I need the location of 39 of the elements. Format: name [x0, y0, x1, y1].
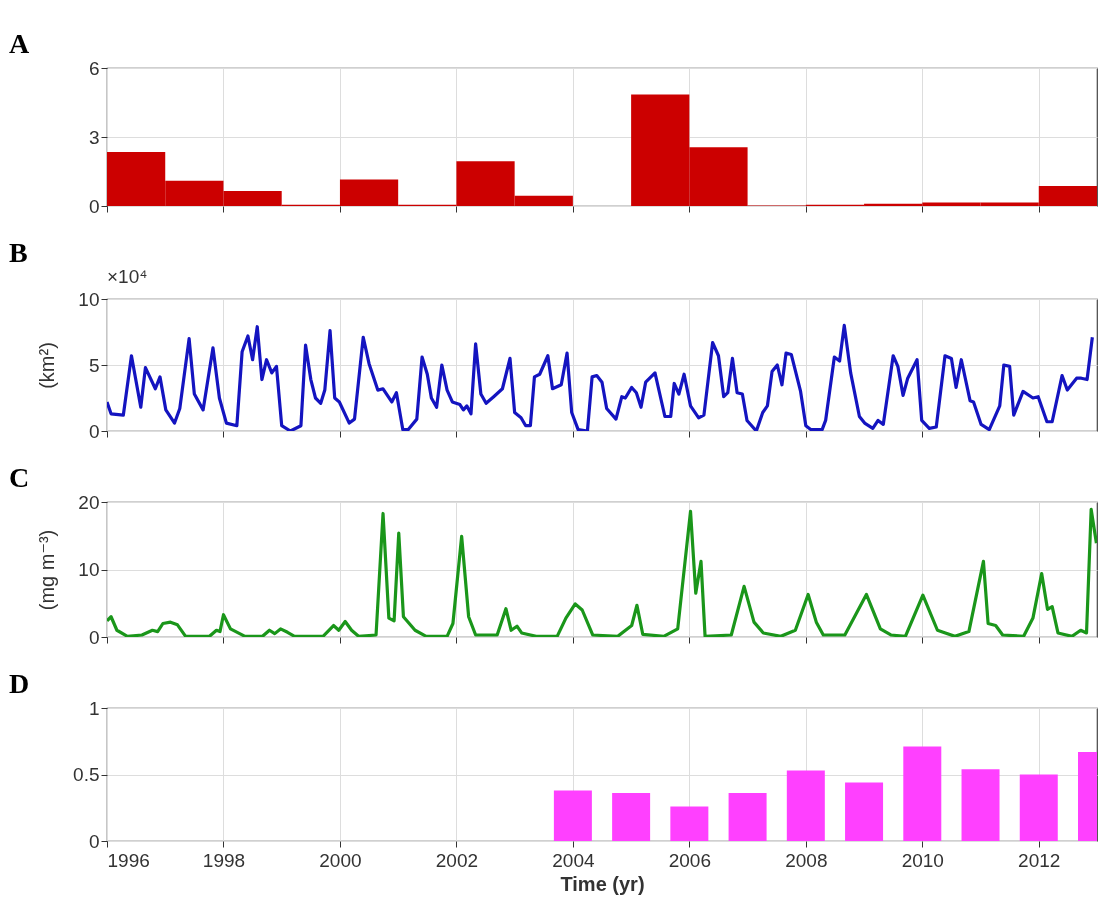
bar: [961, 769, 1000, 841]
y-tick-label: 0: [88, 626, 100, 648]
x-tick-label: 2012: [1018, 849, 1061, 871]
x-tick-label: 1996: [107, 849, 150, 871]
chart-title: A: [9, 28, 30, 59]
y-tick-label: 0: [88, 830, 100, 852]
y-tick-label: 0: [88, 195, 100, 217]
y-axis-title: (km²): [35, 342, 58, 389]
y-tick-label: 0: [88, 420, 100, 442]
bar: [612, 793, 651, 841]
y-tick-label: 10: [78, 559, 100, 580]
x-tick-label: 2000: [319, 849, 362, 871]
x-tick-label: 1998: [202, 849, 246, 871]
chart-title: D: [9, 668, 30, 699]
y-tick-label: 6: [88, 57, 100, 79]
x-axis-title: Time (yr): [560, 872, 645, 895]
chart-title: B: [9, 237, 28, 268]
bar: [903, 746, 942, 841]
bar: [845, 782, 884, 841]
bar: [728, 793, 767, 841]
chart-title: C: [9, 462, 30, 493]
bar: [553, 790, 592, 841]
x-tick-label: 2002: [435, 849, 479, 871]
y-tick-label: 0.5: [73, 764, 100, 785]
y-tick-label: 5: [88, 354, 100, 376]
bar: [670, 806, 709, 841]
x-tick-label: 2008: [785, 849, 828, 871]
y-tick-label: 10: [78, 288, 100, 310]
x-tick-label: 2004: [552, 849, 595, 871]
line-series: [107, 323, 1094, 431]
y-tick-label: 1: [88, 697, 100, 719]
bar: [1019, 774, 1058, 841]
text: ×10⁴: [107, 266, 148, 287]
bar: [786, 770, 825, 841]
y-tick-label: 3: [88, 126, 100, 148]
y-tick-label: 20: [78, 491, 100, 513]
y-axis-title: (mg m⁻³): [35, 529, 58, 611]
x-tick-label: 2006: [668, 849, 711, 871]
x-tick-label: 2010: [901, 849, 944, 871]
